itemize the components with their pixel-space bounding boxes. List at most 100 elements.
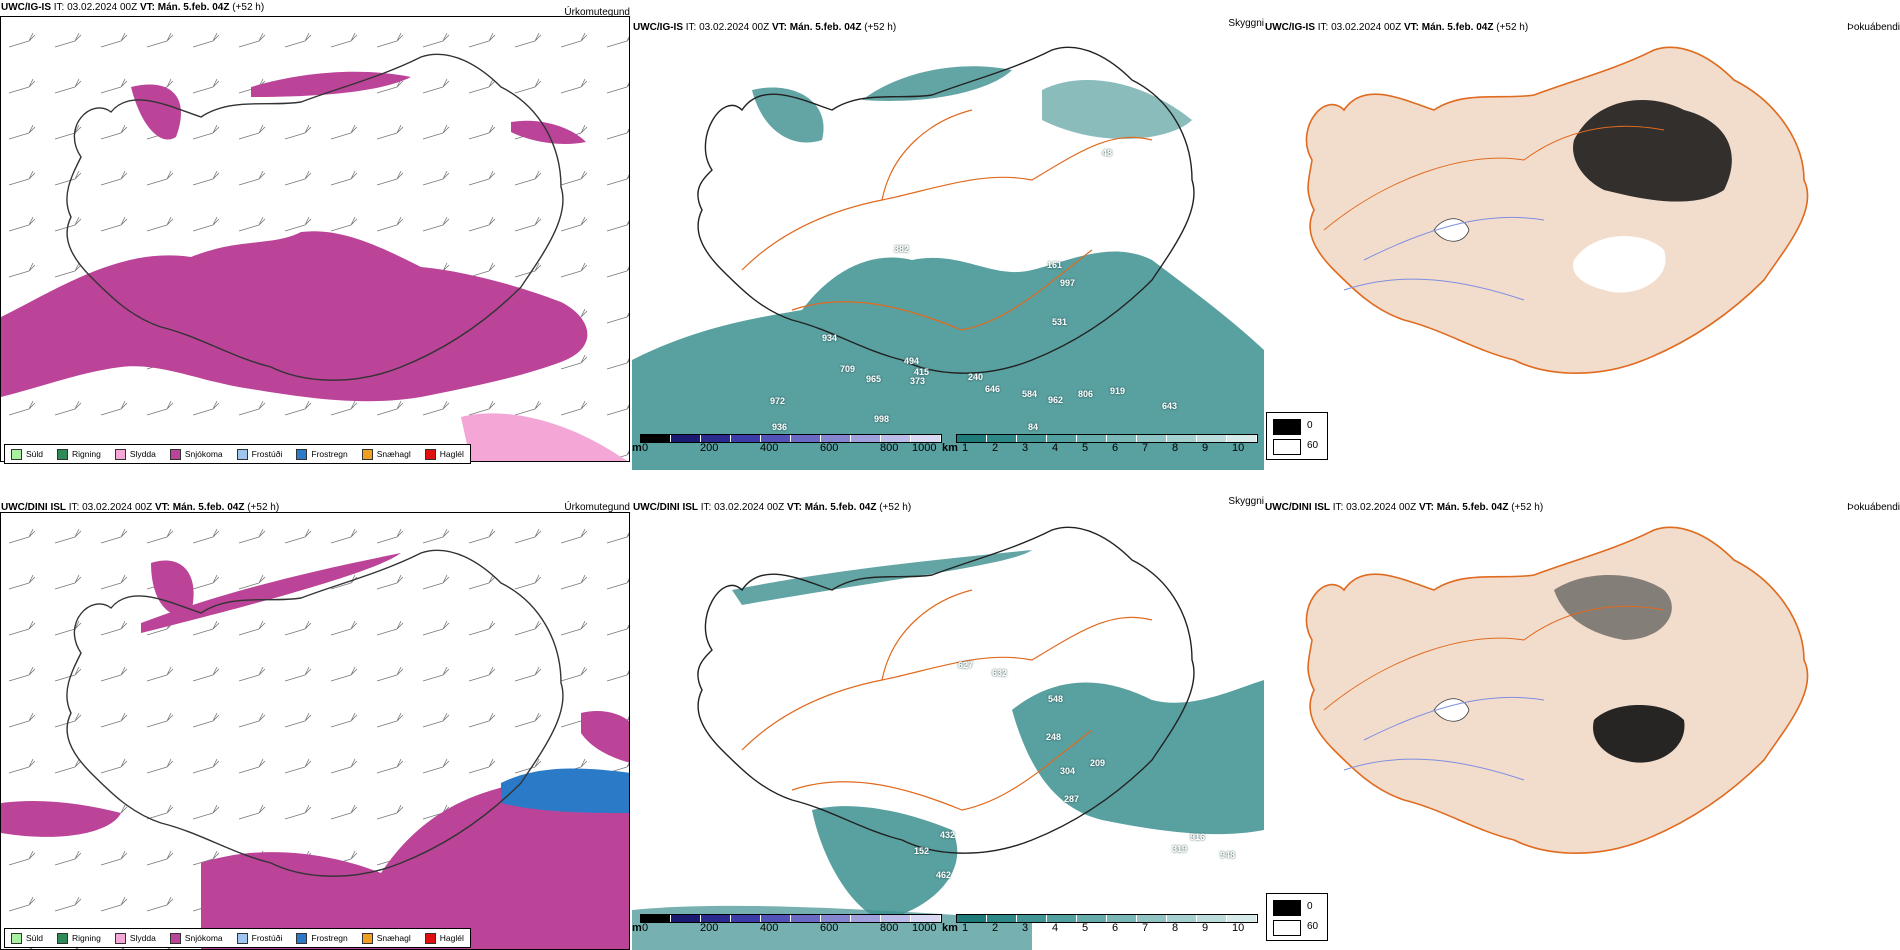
fog-legend-low: 60: [1307, 440, 1319, 451]
vis-value: 646: [985, 384, 1001, 394]
legend-item: Haglél: [424, 448, 464, 460]
iceland-outline: [66, 53, 564, 381]
vis-value: 84: [1028, 422, 1039, 432]
snow-area: [1, 231, 588, 402]
legend-item: Snæhagl: [361, 448, 411, 460]
fog-legend-top: 0 60: [1266, 412, 1328, 460]
legend-item: Snjókoma: [169, 932, 223, 944]
legend-swatch: [114, 448, 126, 460]
km-tick: 1: [962, 442, 969, 454]
legend-swatch: [236, 448, 248, 460]
km-tick: 6: [1112, 922, 1119, 934]
km-colorbar: [956, 914, 1258, 923]
vis-value: 919: [1110, 386, 1126, 396]
vis-value: 382: [894, 244, 910, 254]
legend-swatch: [57, 448, 69, 460]
meters-tick: 600: [820, 442, 839, 454]
legend-item: Frostúði: [236, 932, 282, 944]
km-tick: 1: [962, 922, 969, 934]
km-tick: 5: [1082, 922, 1089, 934]
legend-swatch: [424, 932, 436, 944]
meters-tick: 1000: [912, 922, 937, 934]
km-unit: km: [942, 442, 958, 454]
vis-value: 373: [910, 376, 926, 386]
legend-item: Slydda: [114, 932, 156, 944]
km-tick: 6: [1112, 442, 1119, 454]
km-tick: 7: [1142, 922, 1149, 934]
meters-unit: m: [632, 922, 642, 934]
vis-value: 415: [914, 367, 930, 377]
legend-swatch: [296, 932, 308, 944]
vis-value: 936: [772, 422, 788, 432]
fog-legend-bottom: 0 60: [1266, 893, 1328, 941]
km-tick: 7: [1142, 442, 1149, 454]
meters-tick: 400: [760, 922, 779, 934]
panel-title: UWC/DINI ISL IT: 03.02.2024 00Z VT: Mán.…: [1, 502, 280, 513]
fog-swatch-clear: [1273, 920, 1301, 936]
meters-tick: 600: [820, 922, 839, 934]
vis-value: 709: [840, 364, 856, 374]
vis-value: 432: [940, 830, 956, 840]
vis-value: 304: [1060, 766, 1076, 776]
precip-map: [0, 512, 630, 950]
km-tick: 8: [1172, 922, 1179, 934]
vis-value: 319: [1172, 844, 1188, 854]
parameter-label: Skyggni: [1228, 496, 1264, 507]
visibility-map: [632, 46, 1264, 470]
panel-precip-type-ig-is: UWC/IG-IS IT: 03.02.2024 00Z VT: Mán. 5.…: [0, 0, 632, 470]
iceland-land: [1305, 526, 1809, 854]
legend-item: Súld: [11, 932, 43, 944]
legend-item: Snæhagl: [361, 932, 411, 944]
vis-value: 948: [1220, 850, 1236, 860]
meters-tick: 0: [642, 442, 649, 454]
legend-item: Frostúði: [236, 448, 282, 460]
meters-tick: 1000: [912, 442, 937, 454]
visibility-legend: m 0 200 400 600 800 1000 km 1 2 3 4 5 6 …: [632, 434, 1264, 458]
vis-value: 161: [1047, 260, 1063, 270]
fog-dense: [1573, 100, 1732, 202]
precip-map-canvas: [1, 513, 629, 949]
panel-title: UWC/DINI ISL IT: 03.02.2024 00Z VT: Mán.…: [633, 502, 912, 513]
visibility-numbers: 382 161 997 531 934 709 415 494 965 972 …: [632, 0, 1264, 460]
vis-value: 962: [1048, 395, 1064, 405]
meters-tick: 800: [880, 922, 899, 934]
km-tick: 10: [1232, 442, 1245, 454]
precip-map: [0, 16, 630, 462]
km-tick: 3: [1022, 442, 1029, 454]
meters-colorbar: [640, 914, 942, 923]
vis-value: 462: [936, 870, 952, 880]
parameter-label: Úrkomutegund: [564, 502, 630, 513]
legend-swatch: [169, 932, 181, 944]
vis-value: 287: [1064, 794, 1080, 804]
legend-item: Haglél: [424, 932, 464, 944]
panel-title: UWC/DINI ISL IT: 03.02.2024 00Z VT: Mán.…: [1265, 502, 1544, 513]
parameter-label: Skyggni: [1228, 18, 1264, 29]
meters-colorbar: [640, 434, 942, 443]
vis-value: 643: [1162, 401, 1178, 411]
km-unit: km: [942, 922, 958, 934]
km-tick: 2: [992, 442, 999, 454]
fog-swatch-clear: [1273, 439, 1301, 455]
vis-value: 548: [1048, 694, 1064, 704]
km-tick: 9: [1202, 442, 1209, 454]
legend-swatch: [361, 448, 373, 460]
legend-item: Rigning: [57, 932, 101, 944]
km-tick: 8: [1172, 442, 1179, 454]
vis-value: 806: [1078, 389, 1094, 399]
vis-value: 997: [1060, 278, 1076, 288]
fog-indicator-map: [1305, 46, 1809, 374]
legend-swatch: [11, 932, 22, 944]
panel-fog-indicator-ig-is: UWC/IG-IS IT: 03.02.2024 00Z VT: Mán. 5.…: [1264, 0, 1900, 470]
iceland-outline: [66, 549, 564, 877]
km-tick: 2: [992, 922, 999, 934]
legend-swatch: [57, 932, 69, 944]
meters-tick: 200: [700, 922, 719, 934]
panel-precip-type-dini-isl: UWC/DINI ISL IT: 03.02.2024 00Z VT: Mán.…: [0, 480, 632, 950]
roads: [741, 589, 1153, 811]
panel-fog-indicator-dini-isl: UWC/DINI ISL IT: 03.02.2024 00Z VT: Mán.…: [1264, 480, 1900, 950]
km-tick: 3: [1022, 922, 1029, 934]
vis-value: 152: [914, 846, 930, 856]
fog-dense: [1593, 705, 1685, 763]
vis-value: 584: [1022, 389, 1038, 399]
km-colorbar: [956, 434, 1258, 443]
